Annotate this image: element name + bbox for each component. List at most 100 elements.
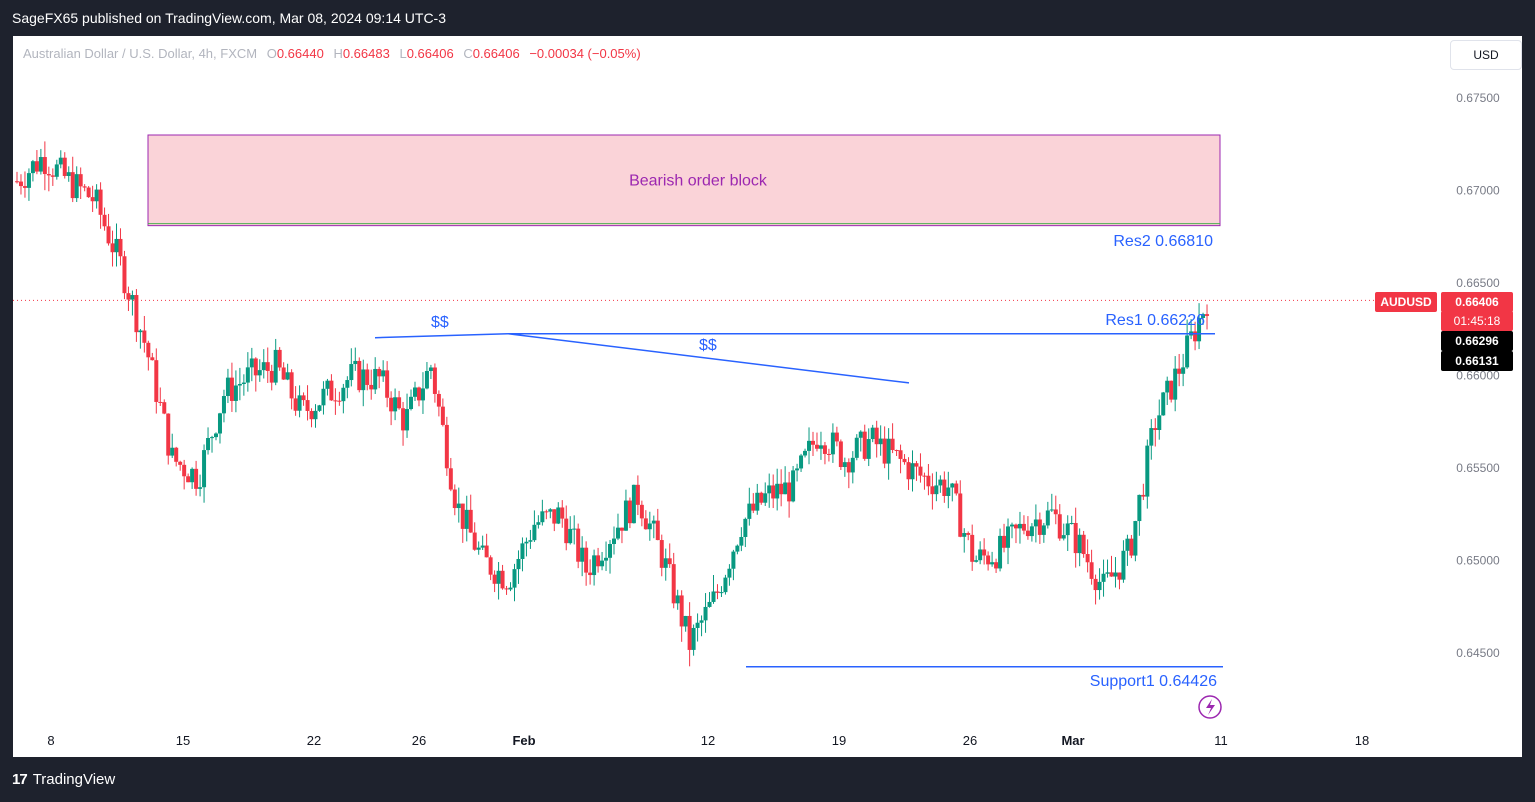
candle-body bbox=[1141, 494, 1146, 497]
candle-body bbox=[874, 427, 879, 445]
candle-body bbox=[281, 367, 286, 380]
high-value: 0.66483 bbox=[342, 46, 390, 61]
candle-body bbox=[552, 509, 557, 524]
candle-body bbox=[1133, 521, 1138, 556]
candle-body bbox=[257, 370, 262, 376]
candle-body bbox=[130, 295, 135, 300]
candle-body bbox=[409, 396, 414, 410]
candle-body bbox=[671, 564, 676, 604]
candle-body bbox=[914, 463, 919, 467]
candle-body bbox=[488, 557, 493, 575]
res2-label: Res2 0.66810 bbox=[1113, 233, 1213, 250]
candle-body bbox=[313, 410, 318, 420]
level-b-tag-bg bbox=[1441, 351, 1513, 371]
candle-body bbox=[1197, 317, 1202, 342]
candle-body bbox=[576, 528, 581, 562]
candle-body bbox=[432, 367, 437, 394]
candle-body bbox=[667, 558, 672, 565]
candle-body bbox=[974, 560, 979, 562]
candle-body bbox=[1093, 578, 1098, 591]
y-tick-label: 0.67500 bbox=[1456, 91, 1500, 105]
candle-body bbox=[345, 380, 350, 388]
candle-body bbox=[1125, 538, 1130, 551]
candle-body bbox=[293, 398, 298, 411]
candle-body bbox=[1033, 519, 1038, 527]
candle-body bbox=[1177, 368, 1182, 374]
candle-body bbox=[556, 507, 561, 524]
candle-body bbox=[994, 562, 999, 569]
candle-body bbox=[612, 538, 616, 544]
candle-body bbox=[751, 503, 756, 511]
candle-body bbox=[273, 349, 278, 383]
candle-body bbox=[329, 380, 334, 401]
candle-body bbox=[846, 462, 851, 473]
candle-body bbox=[1049, 509, 1054, 511]
candle-body bbox=[468, 509, 473, 533]
liquidity-label-2: $$ bbox=[699, 337, 717, 354]
candle-body bbox=[70, 172, 75, 199]
candlestick-chart[interactable]: Bearish order block Res2 0.66810 Res1 0.66… bbox=[13, 36, 1522, 757]
candle-body bbox=[958, 493, 963, 537]
candle-body bbox=[779, 483, 784, 495]
price-tags: AUDUSD 0.66406 01:45:18 0.66296 0.66131 bbox=[1375, 292, 1513, 371]
candle-body bbox=[1173, 368, 1178, 400]
candle-body bbox=[214, 433, 218, 438]
candle-body bbox=[783, 482, 788, 495]
candle-body bbox=[66, 172, 71, 176]
candle-body bbox=[850, 457, 855, 473]
close-value: 0.66406 bbox=[472, 46, 520, 61]
y-tick-label: 0.66500 bbox=[1456, 276, 1500, 290]
candle-body bbox=[369, 384, 374, 390]
currency-button[interactable]: USD bbox=[1450, 40, 1522, 70]
candle-body bbox=[743, 518, 748, 537]
publish-bar: SageFX65 published on TradingView.com, M… bbox=[0, 0, 1535, 36]
candle-body bbox=[86, 187, 91, 198]
candle-body bbox=[285, 372, 290, 380]
candle-body bbox=[946, 487, 951, 496]
candle-body bbox=[1061, 535, 1066, 539]
order-block-label: Bearish order block bbox=[629, 172, 768, 189]
candle-body bbox=[142, 330, 147, 343]
candle-body bbox=[269, 370, 274, 383]
candle-body bbox=[82, 186, 87, 188]
candle-body bbox=[1137, 494, 1142, 522]
candle-body bbox=[500, 570, 505, 589]
candle-body bbox=[341, 387, 346, 402]
candle-body bbox=[655, 520, 660, 541]
candle-body bbox=[484, 545, 489, 558]
candle-body bbox=[38, 157, 43, 172]
candle-body bbox=[826, 453, 831, 455]
candle-body bbox=[110, 243, 115, 253]
candle-body bbox=[647, 523, 652, 530]
x-tick-label: 19 bbox=[832, 733, 846, 748]
candle-body bbox=[138, 330, 143, 333]
candle-body bbox=[691, 627, 696, 650]
candle-body bbox=[544, 511, 549, 513]
candle-body bbox=[695, 622, 700, 628]
candle-body bbox=[134, 295, 139, 333]
candle-body bbox=[739, 536, 744, 546]
candle-body bbox=[393, 397, 398, 412]
y-tick-label: 0.67000 bbox=[1456, 184, 1500, 198]
candle-body bbox=[253, 358, 258, 376]
tradingview-logo[interactable]: 17 TradingView bbox=[12, 771, 115, 788]
candle-body bbox=[1045, 510, 1050, 526]
candle-body bbox=[15, 181, 19, 183]
candle-body bbox=[94, 189, 99, 202]
chart-area[interactable]: Bearish order block Res2 0.66810 Res1 0.66… bbox=[13, 36, 1522, 757]
candle-body bbox=[1193, 331, 1198, 342]
candle-body bbox=[890, 438, 895, 451]
candle-body bbox=[154, 360, 159, 402]
candle-body bbox=[978, 549, 983, 561]
trend-lines bbox=[13, 299, 1433, 668]
symbol-title: Australian Dollar / U.S. Dollar, 4h, FXC… bbox=[23, 46, 258, 61]
support1-label: Support1 0.64426 bbox=[1090, 673, 1217, 690]
annotation-labels: Bearish order block Res2 0.66810 Res1 0.66… bbox=[431, 172, 1222, 719]
candle-body bbox=[615, 527, 620, 539]
liquidity-line-2 bbox=[507, 332, 910, 384]
candle-body bbox=[210, 437, 215, 439]
close-label: C bbox=[463, 46, 473, 61]
candle-body bbox=[854, 437, 859, 458]
countdown-tag: 01:45:18 bbox=[1454, 314, 1501, 328]
candle-body bbox=[277, 349, 282, 368]
